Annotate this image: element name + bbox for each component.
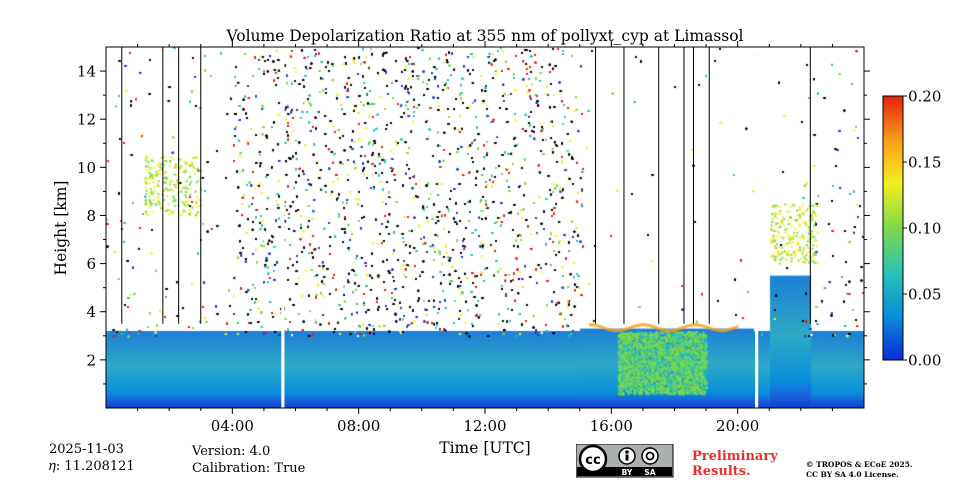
y-axis-label: Height [km]	[52, 181, 70, 276]
cc-text: cc	[585, 453, 600, 468]
y-tick-label: 2	[86, 351, 96, 369]
x-tick-label: 12:00	[463, 417, 506, 435]
x-axis-label: Time [UTC]	[439, 439, 530, 457]
heatmap-image	[106, 47, 864, 408]
colorbar-tick-label: 0.15	[908, 154, 941, 172]
data-gap	[281, 47, 285, 408]
footer-version-block: Version: 4.0 Calibration: True	[192, 443, 305, 477]
data-gap	[755, 47, 759, 408]
preliminary-results: Preliminary Results.	[692, 449, 778, 479]
heatmap-area	[106, 47, 864, 408]
footer-date-block: 2025-11-03 𝜂: 11.208121	[49, 441, 135, 475]
preliminary-line2: Results.	[692, 464, 751, 479]
colorbar-tick-label: 0.10	[908, 220, 941, 238]
footer-date: 2025-11-03	[49, 442, 124, 457]
cc-icon	[578, 444, 608, 474]
by-text: BY	[622, 468, 633, 477]
axis-ticks: 04:00 08:00 12:00 16:00 20:00 2 4 6 8 10 12 14	[77, 41, 870, 435]
footer-version: Version: 4.0	[192, 444, 271, 459]
footer-eta: 𝜂: 11.208121	[49, 459, 135, 474]
footer-calibration: Calibration: True	[192, 461, 306, 476]
license-line1: © TROPOS & ECoE 2025.	[806, 460, 913, 469]
colorbar-ticks: 0.00 0.05 0.10 0.15 0.20	[903, 88, 941, 370]
y-tick-label: 12	[77, 111, 96, 129]
colorbar	[882, 95, 904, 361]
colorbar-tick-label: 0.05	[908, 286, 941, 304]
y-tick-label: 4	[86, 303, 96, 321]
share-alike-icon	[641, 447, 659, 465]
license-text: © TROPOS & ECoE 2025. CC BY SA 4.0 Licen…	[806, 460, 913, 480]
y-tick-label: 10	[77, 159, 96, 177]
x-tick-label: 04:00	[211, 417, 254, 435]
preliminary-line1: Preliminary	[692, 449, 778, 464]
y-tick-label: 8	[86, 207, 96, 225]
cc-by-sa-badge: cc BY SA	[576, 444, 674, 478]
x-tick-label: 16:00	[590, 417, 633, 435]
y-tick-label: 6	[86, 255, 96, 273]
colorbar-tick-label: 0.00	[908, 352, 941, 370]
sa-text: SA	[644, 468, 655, 477]
license-line2: CC BY SA 4.0 License.	[806, 470, 899, 479]
y-tick-label: 14	[77, 63, 96, 81]
x-tick-label: 08:00	[337, 417, 380, 435]
x-tick-label: 20:00	[716, 417, 759, 435]
chart-title: Volume Depolarization Ratio at 355 nm of…	[225, 27, 743, 45]
colorbar-tick-label: 0.20	[908, 88, 941, 106]
